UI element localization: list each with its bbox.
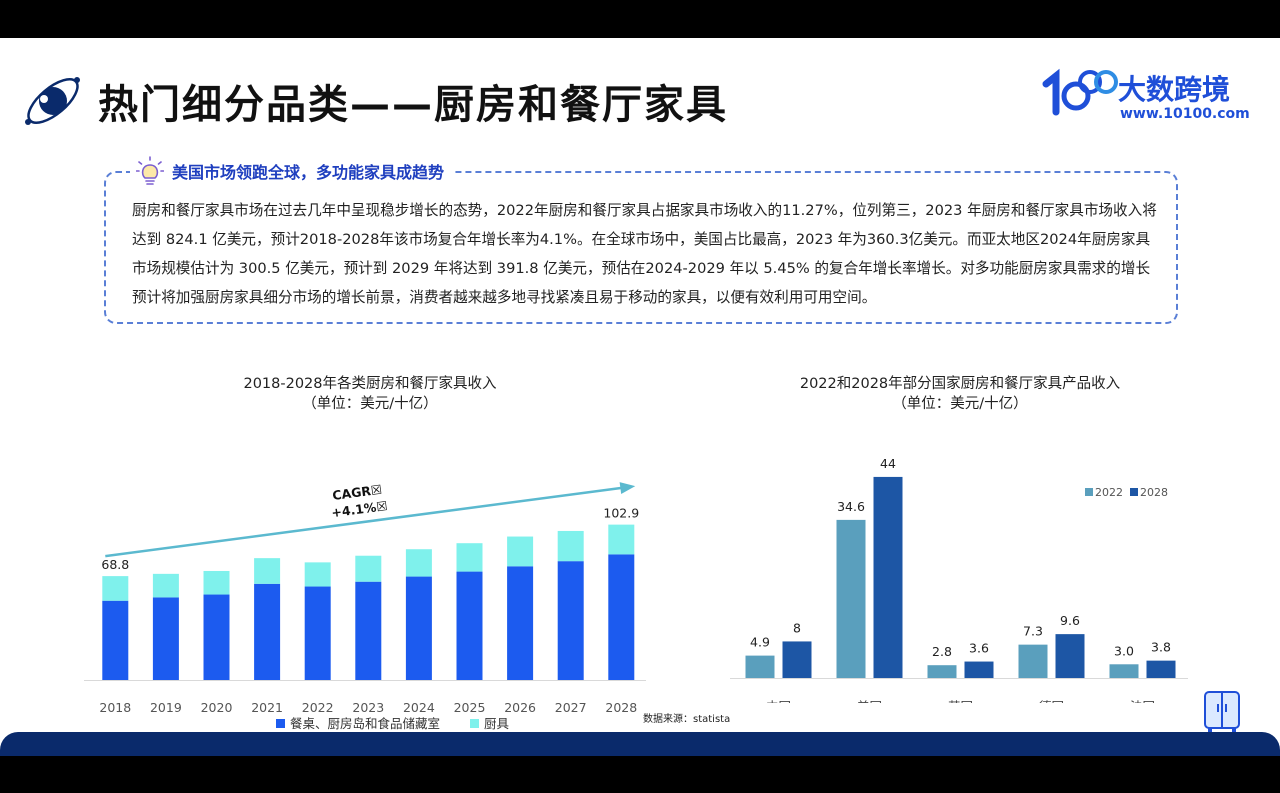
x-tick-label: 美国 bbox=[857, 699, 882, 703]
data-label-2028-德国: 9.6 bbox=[1060, 613, 1080, 628]
bar-dining-storage-2019 bbox=[152, 597, 179, 680]
bar-2022-德国 bbox=[1018, 644, 1048, 678]
x-tick-label: 2025 bbox=[454, 700, 486, 715]
bar-cookware-2018 bbox=[102, 576, 129, 601]
x-tick-label: 2024 bbox=[403, 700, 435, 715]
bar-2028-法国 bbox=[1146, 660, 1176, 678]
bar-2022-美国 bbox=[836, 519, 866, 678]
bar-cookware-2027 bbox=[557, 530, 584, 562]
bar-dining-storage-2018 bbox=[102, 600, 129, 680]
chart2-title-block: 2022和2028年部分国家厨房和餐厅家具产品收入 （单位：美元/十亿） bbox=[740, 374, 1180, 414]
insight-heading-text: 美国市场领跑全球，多功能家具成趋势 bbox=[172, 163, 445, 182]
source-note: 数据来源：statista bbox=[643, 714, 731, 725]
chart1-title-block: 2018-2028年各类厨房和餐厅家具收入 （单位：美元/十亿） bbox=[160, 374, 580, 414]
x-tick-label: 德国 bbox=[1039, 699, 1064, 703]
bar-dining-storage-2022 bbox=[304, 586, 331, 680]
x-tick-label: 2028 bbox=[605, 700, 637, 715]
bar-dining-storage-2024 bbox=[405, 576, 432, 680]
x-tick-label: 2021 bbox=[251, 700, 283, 715]
x-tick-label: 英国 bbox=[948, 699, 973, 703]
cagr-annotation-line: +4.1%☒ bbox=[330, 498, 388, 520]
x-tick-label: 2023 bbox=[352, 700, 384, 715]
bar-2028-英国 bbox=[964, 661, 994, 678]
slide: 热门细分品类——厨房和餐厅家具 大数跨境 www.10100.com 美国市场领… bbox=[0, 38, 1280, 756]
brand-name: 大数跨境 bbox=[1118, 73, 1231, 106]
data-label-2028: 102.9 bbox=[603, 506, 639, 521]
legend-label-2022: 2022 bbox=[1095, 486, 1123, 499]
orbit-logo-icon bbox=[25, 77, 80, 125]
data-label-2022-美国: 34.6 bbox=[837, 499, 865, 514]
x-tick-label: 2026 bbox=[504, 700, 536, 715]
bar-2022-英国 bbox=[927, 665, 957, 678]
insight-body: 厨房和餐厅家具市场在过去几年中呈现稳步增长的态势，2022年厨房和餐厅家具占据家… bbox=[132, 202, 1157, 306]
bar-cookware-2021 bbox=[254, 558, 281, 584]
chart2-grouped-bar-chart: 4.9 8 中国 34.6 44 美国 2.8 3.6 英国 7.3 9.6 德国 3.0 3.8 法国 20… bbox=[730, 456, 1188, 703]
cagr-annotation: CAGR☒+4.1%☒ bbox=[330, 482, 388, 521]
bar-cookware-2022 bbox=[304, 562, 331, 587]
data-label-2028-法国: 3.8 bbox=[1151, 640, 1171, 655]
legend-label-2028: 2028 bbox=[1140, 486, 1168, 499]
brand-10100-logo-icon bbox=[1042, 68, 1118, 116]
bar-dining-storage-2026 bbox=[507, 566, 534, 680]
chart1-subtitle: （单位：美元/十亿） bbox=[302, 396, 438, 412]
data-label-2028-中国: 8 bbox=[793, 620, 801, 635]
bar-2022-中国 bbox=[745, 655, 775, 678]
cagr-annotation-line: CAGR☒ bbox=[331, 482, 382, 503]
cagr-arrow-head bbox=[619, 482, 636, 495]
chart1-title: 2018-2028年各类厨房和餐厅家具收入 bbox=[243, 376, 497, 392]
data-label-2028-美国: 44 bbox=[880, 456, 896, 471]
legend-swatch-2028 bbox=[1130, 488, 1138, 496]
legend-swatch-2022 bbox=[1085, 488, 1093, 496]
legend-label-dining-storage: 餐桌、厨房岛和食品储藏室 bbox=[290, 716, 440, 731]
x-tick-label: 2019 bbox=[150, 700, 182, 715]
x-tick-label: 法国 bbox=[1130, 699, 1155, 703]
legend-label-cookware: 厨具 bbox=[484, 716, 510, 731]
chart1-stacked-bar-chart: 2018 68.8 2019 2020 2021 2022 2023 2024 2025 2026… bbox=[84, 482, 646, 731]
bar-cookware-2024 bbox=[405, 549, 432, 577]
lightbulb-icon bbox=[136, 156, 164, 185]
bar-cookware-2023 bbox=[355, 555, 382, 582]
cagr-arrow-line bbox=[105, 485, 632, 558]
bar-cookware-2020 bbox=[203, 570, 230, 595]
chart2-subtitle: （单位：美元/十亿） bbox=[892, 396, 1028, 412]
insight-heading: 美国市场领跑全球，多功能家具成趋势 bbox=[130, 156, 455, 186]
x-tick-label: 中国 bbox=[766, 699, 791, 703]
bar-dining-storage-2028 bbox=[608, 554, 635, 680]
fridge-icon bbox=[1204, 691, 1240, 732]
bar-dining-storage-2023 bbox=[355, 581, 382, 680]
data-label-2028-英国: 3.6 bbox=[969, 641, 989, 656]
footer-band bbox=[0, 732, 1280, 756]
page-title: 热门细分品类——厨房和餐厅家具 bbox=[98, 82, 728, 128]
x-tick-label: 2022 bbox=[302, 700, 334, 715]
x-tick-label: 2027 bbox=[555, 700, 587, 715]
data-label-2018: 68.8 bbox=[101, 557, 129, 572]
data-label-2022-英国: 2.8 bbox=[932, 644, 952, 659]
bar-2022-法国 bbox=[1109, 664, 1139, 678]
bar-cookware-2019 bbox=[152, 573, 179, 598]
chart2-title: 2022和2028年部分国家厨房和餐厅家具产品收入 bbox=[799, 376, 1121, 392]
legend-swatch-cookware bbox=[470, 719, 479, 728]
bar-2028-德国 bbox=[1055, 634, 1085, 678]
bar-dining-storage-2021 bbox=[254, 583, 281, 680]
bar-cookware-2026 bbox=[507, 536, 534, 567]
data-label-2022-法国: 3.0 bbox=[1114, 643, 1134, 658]
x-tick-label: 2018 bbox=[99, 700, 131, 715]
insight-box bbox=[104, 171, 1178, 324]
data-label-2022-德国: 7.3 bbox=[1023, 624, 1043, 639]
bar-cookware-2025 bbox=[456, 543, 483, 572]
bar-dining-storage-2027 bbox=[557, 561, 584, 680]
bar-2028-中国 bbox=[782, 641, 812, 678]
legend-swatch-dining-storage bbox=[276, 719, 285, 728]
bar-2028-美国 bbox=[873, 476, 903, 678]
bar-cookware-2028 bbox=[608, 524, 635, 555]
bar-dining-storage-2025 bbox=[456, 571, 483, 680]
bar-dining-storage-2020 bbox=[203, 594, 230, 680]
x-tick-label: 2020 bbox=[201, 700, 233, 715]
data-label-2022-中国: 4.9 bbox=[750, 635, 770, 650]
brand-url: www.10100.com bbox=[1120, 106, 1250, 122]
